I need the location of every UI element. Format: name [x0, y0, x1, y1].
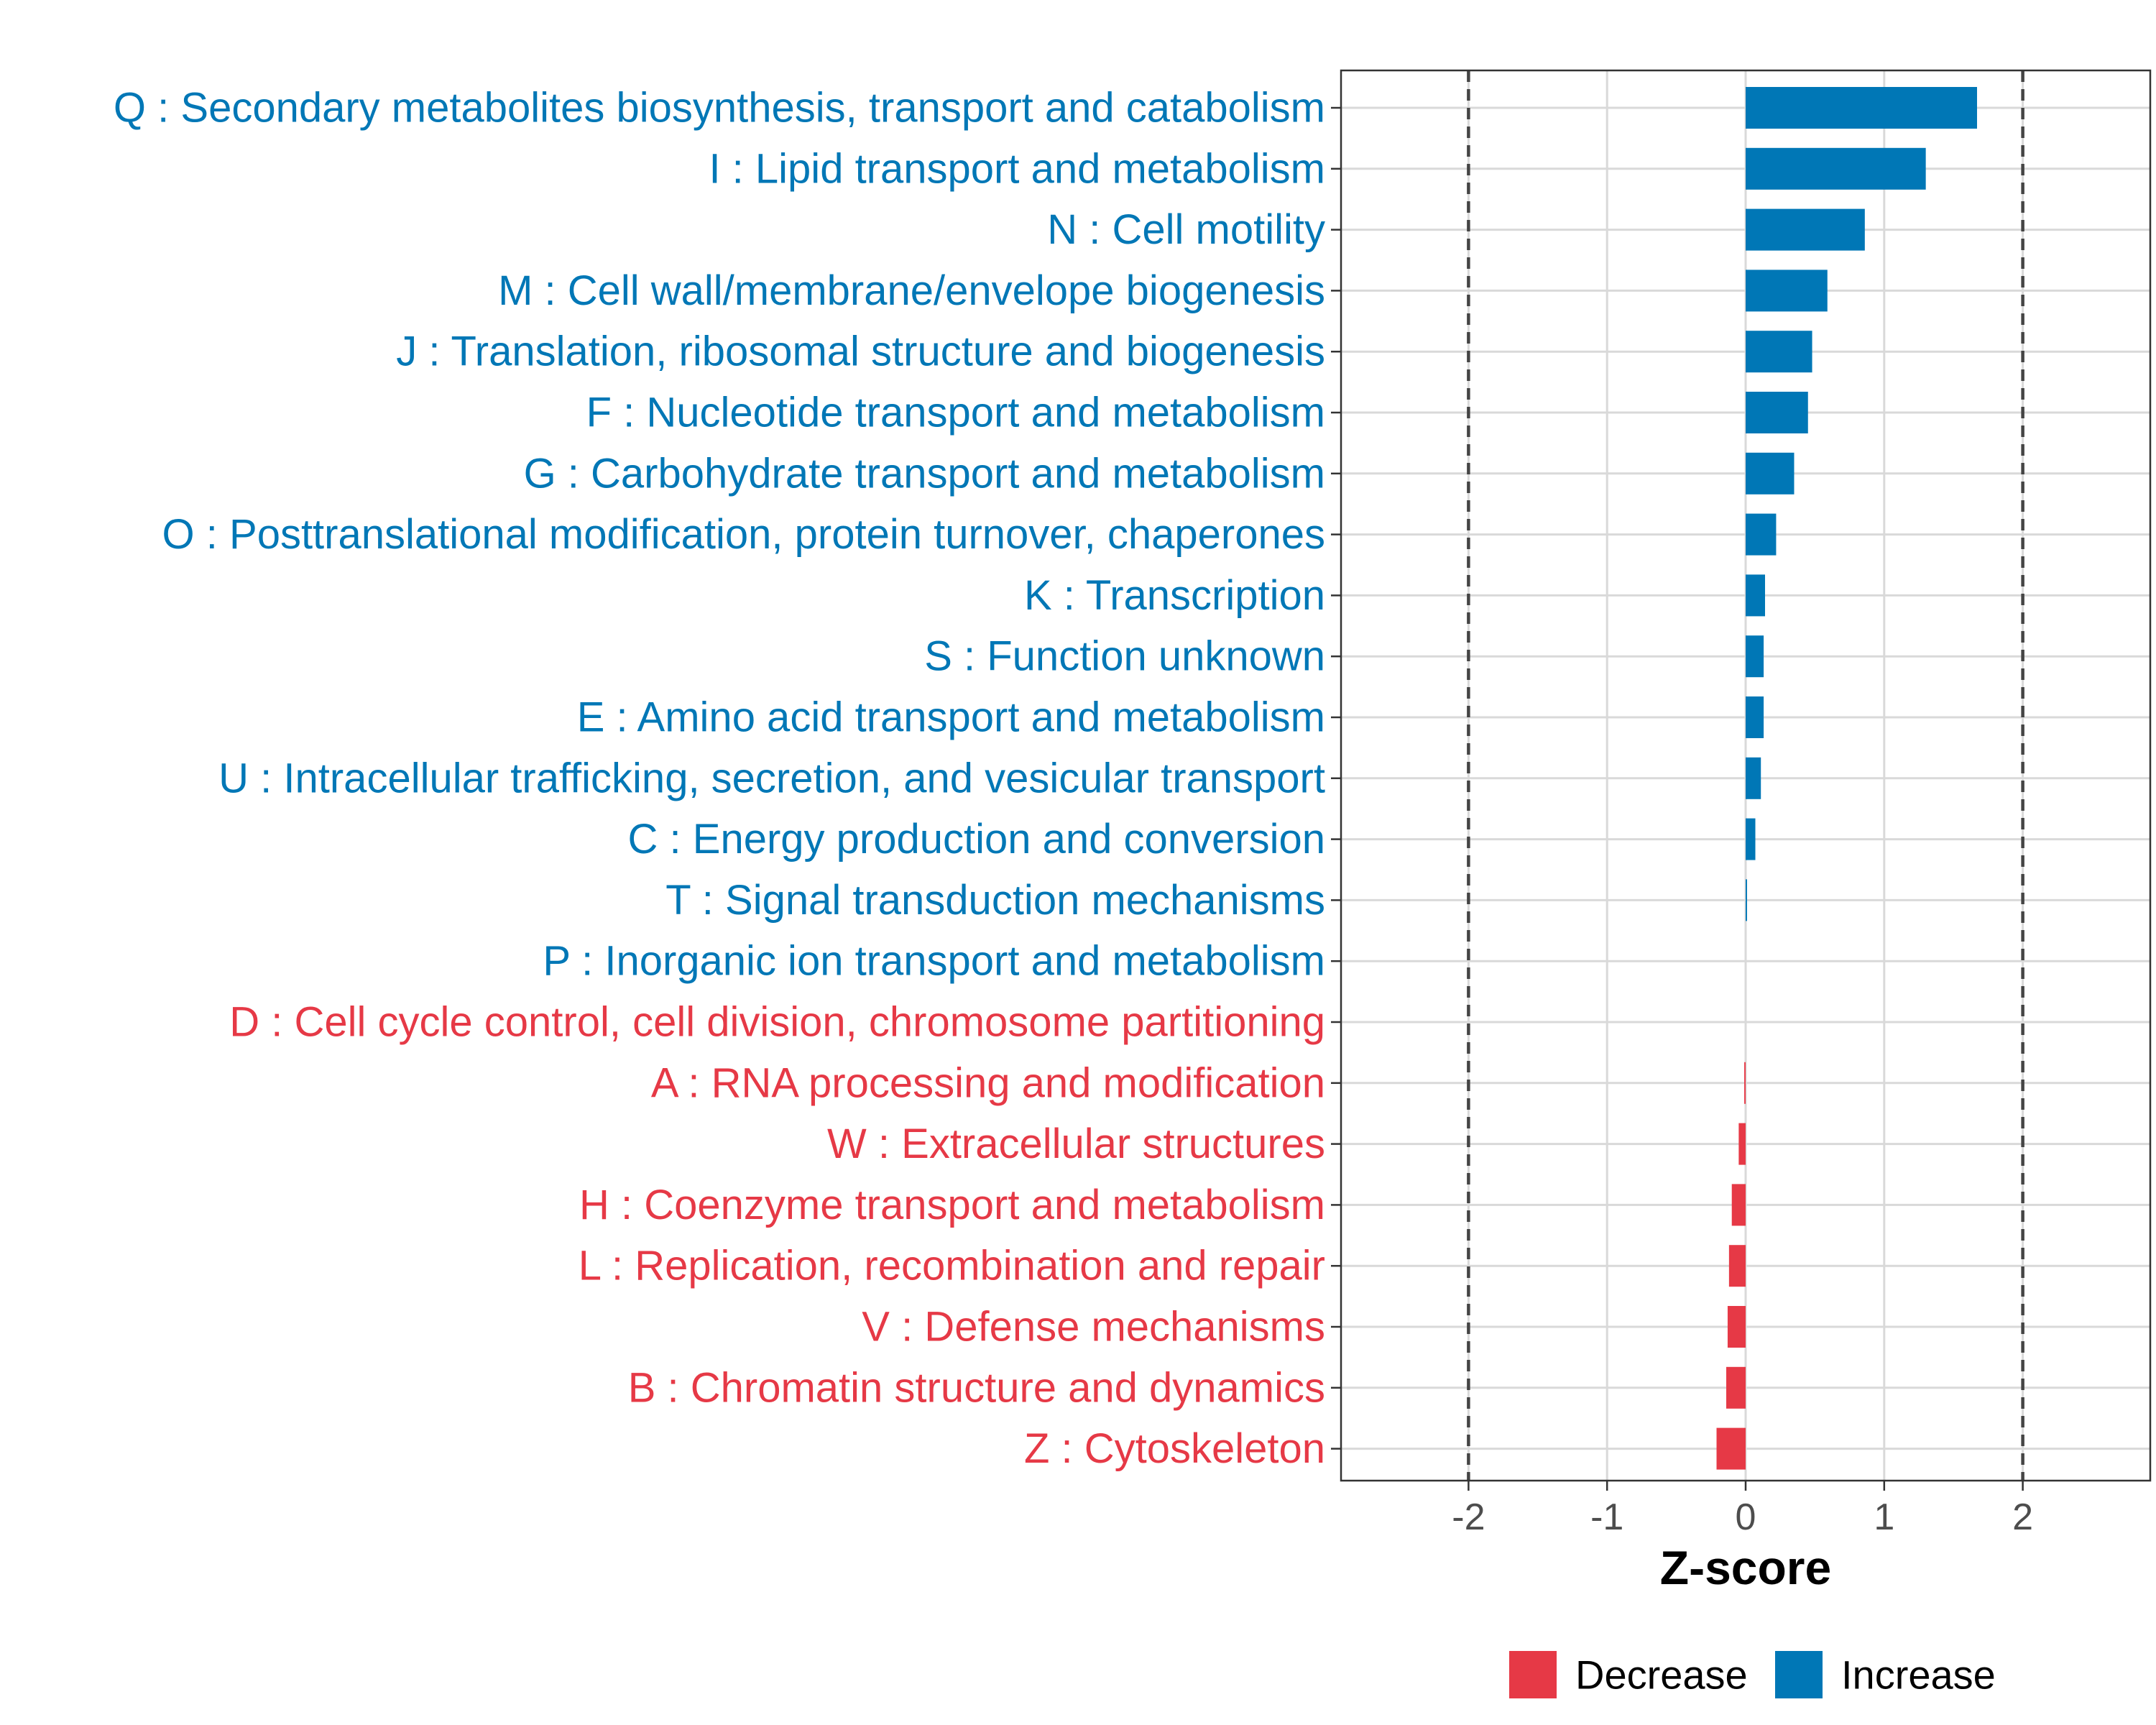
category-label: G : Carbohydrate transport and metabolis…: [524, 450, 1325, 497]
bar-increase: [1746, 757, 1761, 799]
category-label: L : Replication, recombination and repai…: [579, 1243, 1325, 1289]
bar-decrease: [1744, 1062, 1746, 1104]
legend-key-decrease: [1509, 1651, 1557, 1698]
bar-increase: [1746, 574, 1765, 617]
bar-decrease: [1738, 1123, 1746, 1165]
category-label: Z : Cytoskeleton: [1024, 1425, 1325, 1472]
category-label: E : Amino acid transport and metabolism: [577, 694, 1325, 741]
category-label: S : Function unknown: [924, 633, 1325, 680]
category-label: F : Nucleotide transport and metabolism: [586, 390, 1325, 436]
reference-lines: [1467, 70, 2024, 1481]
category-label: V : Defense mechanisms: [862, 1304, 1325, 1351]
category-label: N : Cell motility: [1047, 206, 1325, 253]
x-tick-label: 1: [1874, 1496, 1894, 1538]
bar-decrease: [1716, 1427, 1746, 1470]
bar-increase: [1746, 635, 1764, 678]
x-tick-label: 0: [1736, 1496, 1756, 1538]
x-tick-label: -2: [1452, 1496, 1485, 1538]
category-label: J : Translation, ribosomal structure and…: [396, 328, 1325, 375]
bar-increase: [1746, 879, 1747, 921]
x-tick-label: -1: [1590, 1496, 1623, 1538]
category-label: W : Extracellular structures: [827, 1121, 1325, 1167]
category-label: I : Lipid transport and metabolism: [709, 145, 1325, 192]
category-label: T : Signal transduction mechanisms: [665, 877, 1325, 924]
category-label: O : Posttranslational modification, prot…: [162, 511, 1325, 558]
category-label: K : Transcription: [1024, 572, 1325, 619]
category-label: U : Intracellular trafficking, secretion…: [218, 755, 1325, 801]
bar-decrease: [1726, 1366, 1746, 1409]
category-labels: Q : Secondary metabolites biosynthesis, …: [114, 85, 1325, 1473]
legend: Decrease Increase: [1509, 1651, 1996, 1698]
bar-decrease: [1727, 1306, 1746, 1348]
bar-increase: [1746, 513, 1777, 556]
category-label: B : Chromatin structure and dynamics: [628, 1364, 1325, 1411]
category-label: H : Coenzyme transport and metabolism: [579, 1182, 1325, 1228]
bar-increase: [1746, 392, 1808, 433]
x-tick-label: 2: [2012, 1496, 2033, 1538]
bar-increase: [1746, 331, 1812, 373]
bar-increase: [1746, 87, 1977, 129]
legend-key-increase: [1775, 1651, 1823, 1698]
bars: [1716, 87, 1977, 1470]
bar-increase: [1746, 147, 1926, 190]
category-label: P : Inorganic ion transport and metaboli…: [543, 938, 1325, 985]
bar-increase: [1746, 696, 1764, 738]
bar-increase: [1746, 270, 1828, 312]
bar-increase: [1746, 208, 1865, 251]
legend-label-decrease: Decrease: [1575, 1652, 1748, 1698]
bar-increase: [1746, 818, 1756, 860]
category-label: A : RNA processing and modification: [651, 1059, 1325, 1106]
bar-increase: [1746, 452, 1795, 494]
bar-decrease: [1731, 1184, 1746, 1226]
x-axis-ticks: -2 -1 0 1 2: [1452, 1481, 2033, 1538]
y-axis-ticks: [1331, 106, 1341, 1450]
category-label: Q : Secondary metabolites biosynthesis, …: [114, 85, 1325, 132]
category-label: D : Cell cycle control, cell division, c…: [229, 999, 1325, 1046]
category-label: C : Energy production and conversion: [628, 816, 1325, 862]
x-axis-title: Z-score: [1660, 1541, 1831, 1594]
category-label: M : Cell wall/membrane/envelope biogenes…: [498, 267, 1325, 314]
legend-label-increase: Increase: [1841, 1652, 1996, 1698]
bar-decrease: [1728, 1245, 1746, 1287]
